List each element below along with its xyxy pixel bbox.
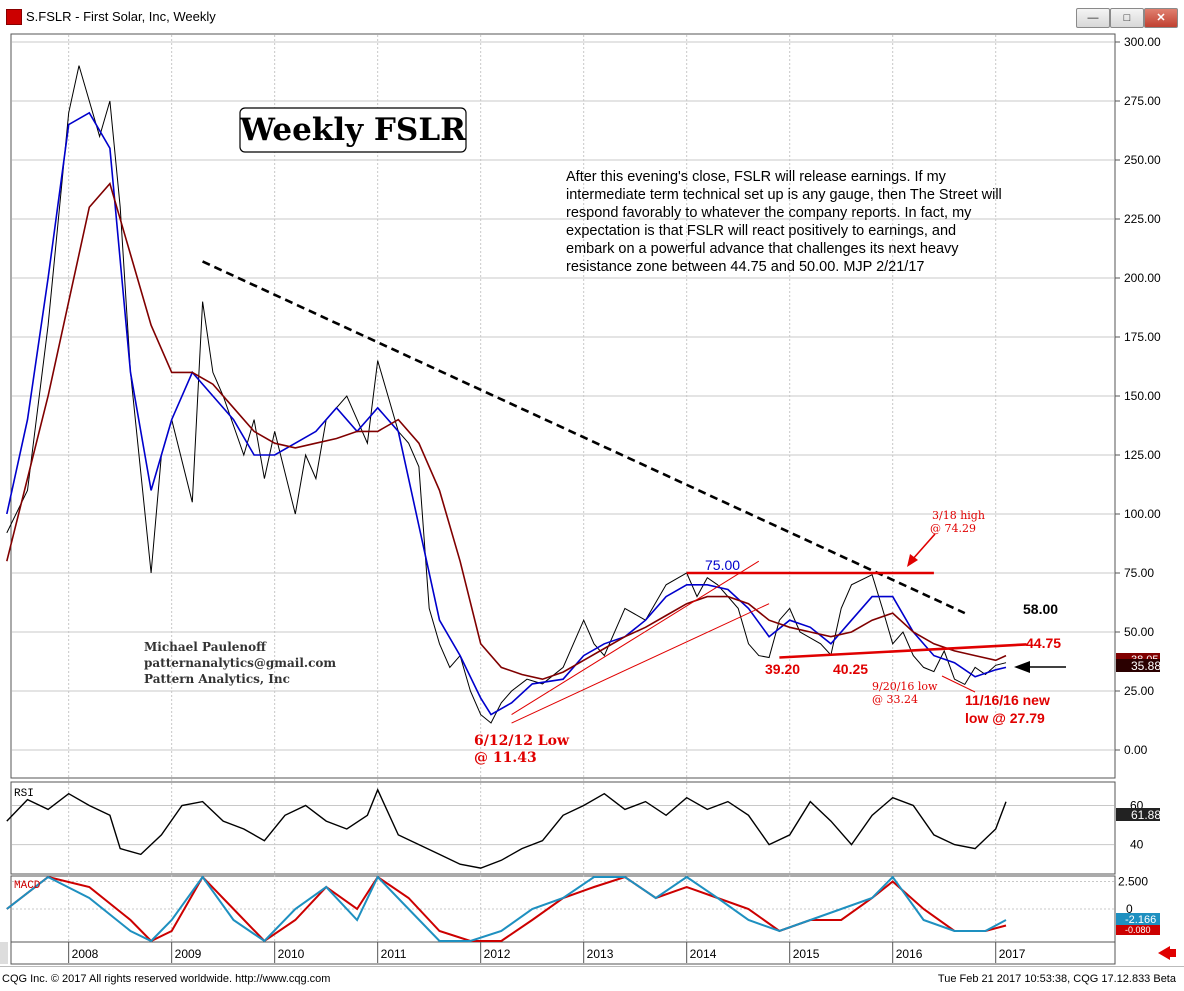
high-arrow-icon (907, 554, 918, 567)
price-tag-2: 35.88 (1131, 659, 1161, 673)
year-label: 2009 (175, 947, 202, 961)
commentary-box: After this evening's close, FSLR will re… (566, 169, 1002, 275)
high-label-2: @ 74.29 (930, 522, 976, 535)
year-label: 2008 (72, 947, 99, 961)
price-tick-label: 125.00 (1124, 448, 1161, 462)
long-ma-line (6, 181, 1007, 681)
macd-line (6, 875, 1007, 943)
rsi-line (6, 788, 1007, 869)
channel-upper-line (511, 560, 760, 716)
price-bars-line (6, 65, 1007, 724)
label-39-20: 39.20 (765, 661, 800, 677)
high-arrow-line (911, 533, 936, 561)
macd-tick-label: 2.500 (1118, 875, 1148, 889)
macd-label: MACD (14, 880, 41, 892)
scroll-handle[interactable] (0, 942, 8, 964)
price-tick-label: 225.00 (1124, 212, 1161, 226)
macd-signal-line (6, 875, 1007, 943)
price-tick-label: 300.00 (1124, 35, 1161, 49)
high-label-1: 3/18 high (932, 509, 985, 522)
timestamp-text: Tue Feb 21 2017 10:53:38, CQG 17.12.833 … (937, 973, 1176, 985)
price-tag-last (1116, 659, 1160, 672)
price-tick-label: 250.00 (1124, 153, 1161, 167)
author-email: patternanalytics@gmail.com (144, 656, 336, 670)
label-40-25: 40.25 (833, 661, 868, 677)
scroll-left-tail[interactable] (1170, 949, 1176, 957)
macd-signal-tag (1116, 925, 1160, 935)
window-title: S.FSLR - First Solar, Inc, Weekly (26, 9, 216, 24)
year-label: 2013 (587, 947, 614, 961)
scroll-left-icon[interactable] (1158, 946, 1170, 960)
close-button[interactable]: ✕ (1144, 8, 1178, 28)
year-label: 2012 (484, 947, 511, 961)
title-bar: S.FSLR - First Solar, Inc, Weekly — □ ✕ (0, 0, 1184, 33)
sep-low-label-1: 9/20/16 low (872, 680, 938, 693)
close-icon: ✕ (1156, 12, 1166, 24)
channel-lower-line (511, 603, 770, 724)
rsi-value: 61.88 (1131, 808, 1161, 822)
time-axis (10, 941, 1116, 965)
current-arrow-icon (1014, 661, 1030, 673)
macd-value-tag (1116, 913, 1160, 925)
price-tick-label: 200.00 (1124, 271, 1161, 285)
rsi-value-tag (1116, 808, 1160, 821)
macd-panel[interactable] (10, 875, 1116, 943)
label-58: 58.00 (1023, 601, 1058, 617)
label-44-75: 44.75 (1026, 635, 1061, 651)
author-company: Pattern Analytics, Inc (144, 672, 290, 686)
year-label: 2010 (278, 947, 305, 961)
maximize-icon: □ (1123, 12, 1131, 24)
short-ma-line (6, 111, 1007, 716)
minimize-button[interactable]: — (1076, 8, 1110, 28)
price-tick-label: 0.00 (1124, 743, 1148, 757)
app-icon (6, 9, 22, 25)
price-tick-label: 100.00 (1124, 507, 1161, 521)
maximize-button[interactable]: □ (1110, 8, 1144, 28)
downtrend-line (202, 260, 966, 615)
year-label: 2014 (690, 947, 717, 961)
chart-title: Weekly FSLR (239, 112, 466, 148)
year-label: 2016 (896, 947, 923, 961)
status-bar: CQG Inc. © 2017 All rights reserved worl… (0, 966, 1184, 991)
jun-low-label-2: @ 11.43 (474, 750, 537, 766)
sep-low-label-2: @ 33.24 (872, 693, 918, 706)
commentary-text: After this evening's close, FSLR will re… (566, 169, 1002, 275)
rsi-panel[interactable] (10, 781, 1116, 875)
author-name: Michael Paulenoff (144, 640, 267, 654)
price-tick-label: 175.00 (1124, 330, 1161, 344)
chart-area: 300.00 275.00 250.00 225.00 200.00 175.00 150.… (0, 32, 1184, 966)
price-tick-label: 50.00 (1124, 625, 1154, 639)
jun-low-label-1: 6/12/12 Low (474, 733, 570, 749)
label-75: 75.00 (705, 557, 740, 573)
macd-signal-value: -0.080 (1125, 925, 1151, 935)
rsi-label: RSI (14, 788, 34, 800)
minimize-icon: — (1087, 12, 1099, 24)
price-tick-label: 150.00 (1124, 389, 1161, 403)
year-label: 2015 (793, 947, 820, 961)
nov-low-label-1: 11/16/16 new (965, 692, 1050, 708)
price-panel[interactable] (10, 33, 1116, 779)
sep-low-pointer (941, 675, 976, 693)
year-label: 2011 (381, 947, 407, 961)
nov-low-label-2: low @ 27.79 (965, 710, 1045, 726)
macd-tick-label: 0 (1126, 902, 1133, 916)
copyright-text: CQG Inc. © 2017 All rights reserved worl… (2, 973, 331, 985)
price-tick-label: 25.00 (1124, 684, 1154, 698)
year-label: 2017 (999, 947, 1026, 961)
44-75-support-line (779, 643, 1027, 659)
macd-value: -2.166 (1125, 914, 1156, 926)
chart-title-box (239, 107, 467, 153)
rsi-tick-label: 40 (1130, 838, 1144, 852)
price-tick-label: 275.00 (1124, 94, 1161, 108)
price-tick-label: 75.00 (1124, 566, 1154, 580)
